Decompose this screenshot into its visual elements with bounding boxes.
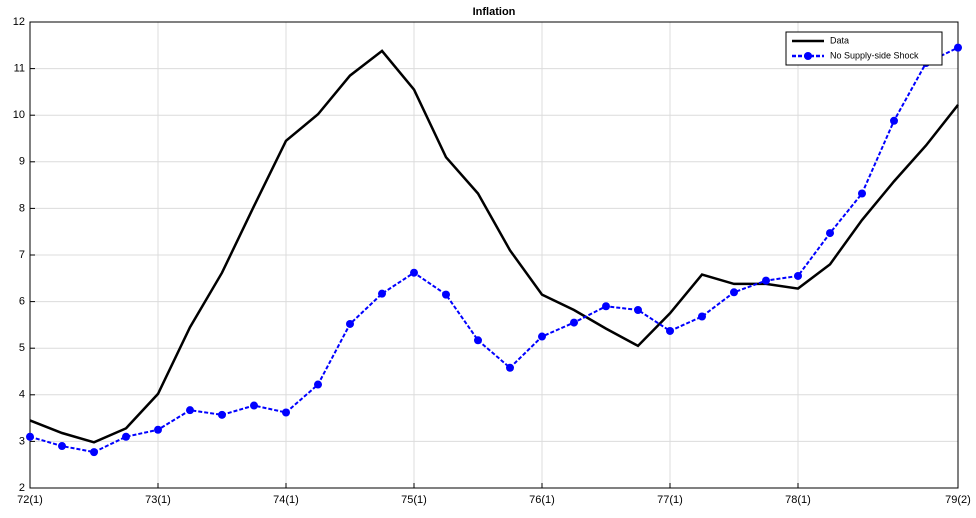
series-marker — [250, 401, 258, 410]
series-marker — [474, 336, 482, 345]
series-marker — [794, 271, 802, 280]
series-marker — [826, 229, 834, 238]
y-tick-label: 5 — [19, 342, 25, 354]
series-line — [29, 46, 959, 454]
y-tick-label: 7 — [19, 249, 25, 261]
series-marker — [26, 432, 34, 441]
series-marker — [730, 288, 738, 297]
y-tick-label: 3 — [19, 435, 25, 447]
series-line — [29, 49, 959, 444]
series-marker — [762, 276, 770, 285]
y-tick-label: 4 — [19, 389, 25, 401]
y-tick-label: 12 — [13, 16, 25, 28]
series-marker — [506, 363, 514, 372]
y-tick-label: 2 — [19, 482, 25, 494]
x-tick-label: 77(1) — [657, 494, 683, 506]
legend-marker — [804, 52, 812, 60]
y-tick-label: 9 — [19, 156, 25, 168]
x-tick-label: 72(1) — [17, 494, 43, 506]
legend-box — [785, 31, 943, 66]
legend-label: No Supply-side Shock — [830, 50, 919, 60]
series-marker — [346, 319, 354, 328]
series-marker — [538, 332, 546, 341]
y-tick-label: 11 — [14, 63, 25, 75]
series-marker — [186, 406, 194, 415]
series-marker — [666, 326, 674, 335]
series-marker — [602, 302, 610, 311]
legend-label: Data — [830, 35, 849, 45]
x-tick-label: 73(1) — [145, 494, 171, 506]
series-marker — [314, 380, 322, 389]
series-marker — [90, 448, 98, 457]
x-tick-label: 76(1) — [529, 494, 555, 506]
series-marker — [570, 318, 578, 327]
series-marker — [858, 189, 866, 198]
series-marker — [154, 425, 162, 434]
series-marker — [282, 408, 290, 417]
x-tick-label: 79(2) — [945, 494, 971, 506]
y-tick-label: 8 — [19, 202, 25, 214]
plot-frame — [29, 21, 959, 489]
series-marker — [442, 290, 450, 299]
chart-title: Inflation — [473, 6, 516, 18]
series-marker — [634, 305, 642, 314]
series-marker — [218, 410, 226, 419]
series-marker — [698, 312, 706, 321]
x-tick-label: 75(1) — [401, 494, 427, 506]
series-marker — [122, 432, 130, 441]
series-marker — [378, 289, 386, 298]
y-tick-label: 6 — [19, 296, 25, 308]
x-tick-label: 74(1) — [273, 494, 299, 506]
series-marker — [410, 268, 418, 277]
y-tick-label: 10 — [13, 109, 25, 121]
x-tick-label: 78(1) — [785, 494, 811, 506]
series-marker — [890, 116, 898, 125]
series-marker — [58, 442, 66, 451]
series-marker — [954, 43, 962, 52]
